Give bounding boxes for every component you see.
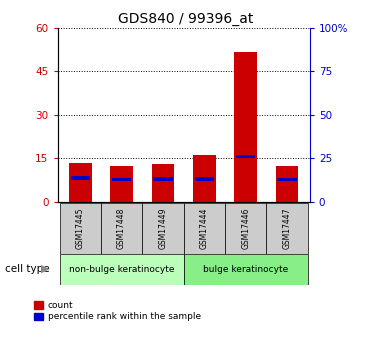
Text: bulge keratinocyte: bulge keratinocyte [203,265,288,274]
Bar [70,176,90,179]
Text: ▶: ▶ [42,264,50,274]
Bar [153,177,173,180]
Text: non-bulge keratinocyte: non-bulge keratinocyte [69,265,174,274]
Text: GSM17447: GSM17447 [283,207,292,249]
FancyBboxPatch shape [225,203,266,254]
Bar [112,178,131,181]
Bar [195,177,214,181]
Text: GSM17446: GSM17446 [241,207,250,249]
Bar [236,155,255,158]
FancyBboxPatch shape [184,203,225,254]
Bar [276,166,298,202]
FancyBboxPatch shape [101,203,142,254]
Bar [193,155,216,202]
Bar [110,166,133,202]
FancyBboxPatch shape [60,203,101,254]
Text: GSM17448: GSM17448 [117,207,126,249]
Bar [184,254,308,285]
Text: GSM17445: GSM17445 [76,207,85,249]
FancyBboxPatch shape [142,203,184,254]
Bar [234,52,257,202]
Bar [152,164,174,202]
Bar [278,178,297,181]
Bar [69,162,92,202]
Bar [60,254,184,285]
Text: GSM17444: GSM17444 [200,207,209,249]
Text: GDS840 / 99396_at: GDS840 / 99396_at [118,12,253,26]
Text: cell type: cell type [5,264,49,274]
Text: GSM17449: GSM17449 [158,207,167,249]
Legend: count, percentile rank within the sample: count, percentile rank within the sample [34,301,201,322]
FancyBboxPatch shape [266,203,308,254]
